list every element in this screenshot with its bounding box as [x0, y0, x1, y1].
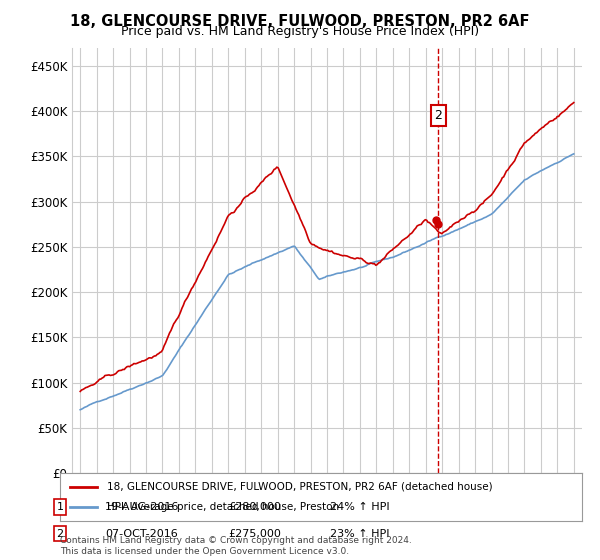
- Text: Price paid vs. HM Land Registry's House Price Index (HPI): Price paid vs. HM Land Registry's House …: [121, 25, 479, 38]
- Text: £280,000: £280,000: [228, 502, 281, 512]
- Text: 18, GLENCOURSE DRIVE, FULWOOD, PRESTON, PR2 6AF (detached house): 18, GLENCOURSE DRIVE, FULWOOD, PRESTON, …: [107, 482, 493, 492]
- Text: 18, GLENCOURSE DRIVE, FULWOOD, PRESTON, PR2 6AF: 18, GLENCOURSE DRIVE, FULWOOD, PRESTON, …: [70, 14, 530, 29]
- Text: HPI: Average price, detached house, Preston: HPI: Average price, detached house, Pres…: [107, 502, 339, 512]
- Text: £275,000: £275,000: [228, 529, 281, 539]
- Text: 07-OCT-2016: 07-OCT-2016: [105, 529, 178, 539]
- Text: 2: 2: [434, 109, 442, 122]
- Text: 24% ↑ HPI: 24% ↑ HPI: [330, 502, 389, 512]
- Text: Contains HM Land Registry data © Crown copyright and database right 2024.
This d: Contains HM Land Registry data © Crown c…: [60, 536, 412, 556]
- Text: 23% ↑ HPI: 23% ↑ HPI: [330, 529, 389, 539]
- Text: 1: 1: [56, 502, 64, 512]
- Text: 19-AUG-2016: 19-AUG-2016: [105, 502, 179, 512]
- Text: 2: 2: [56, 529, 64, 539]
